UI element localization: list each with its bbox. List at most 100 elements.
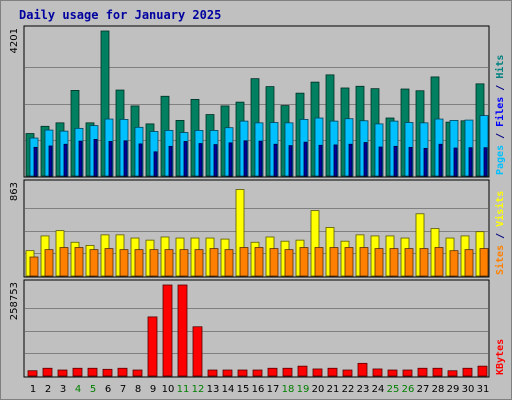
bar-files xyxy=(348,143,353,177)
bar-sites xyxy=(329,247,339,277)
chart-title: Daily usage for January 2025 xyxy=(19,8,221,22)
bar-kbytes xyxy=(42,367,53,377)
bar-sites xyxy=(434,247,444,277)
bar-sites xyxy=(254,247,264,277)
day-label: 5 xyxy=(90,384,96,395)
bar-sites xyxy=(104,248,114,277)
bar-sites xyxy=(464,249,474,277)
day-label: 31 xyxy=(477,384,490,395)
bar-files xyxy=(273,143,278,177)
bar-files xyxy=(48,145,53,177)
day-label: 7 xyxy=(120,384,126,395)
panel-kbytes: 258753 KBytes xyxy=(9,279,506,378)
bar-kbytes xyxy=(297,365,308,377)
day-label: 2 xyxy=(45,384,51,395)
bar-sites xyxy=(359,247,369,277)
day-label: 12 xyxy=(192,384,205,395)
day-label: 6 xyxy=(105,384,111,395)
chart-panels: 4201 Pages / Files / Hits 863 Sites / Visit… xyxy=(9,25,506,378)
day-label: 14 xyxy=(222,384,235,395)
bar-kbytes xyxy=(162,284,173,377)
bar-files xyxy=(378,146,383,177)
legend-label: Sites xyxy=(494,245,506,275)
day-label: 18 xyxy=(282,384,295,395)
bar-kbytes xyxy=(147,316,158,377)
day-axis: 1 2 3 4 5 6 7 8 9 10 11 12 13 14 15 16 17 18 19 20 21 22 23 24 2… xyxy=(30,384,490,395)
bar-sites xyxy=(194,249,204,277)
bar-files xyxy=(153,151,158,177)
bar-kbytes xyxy=(462,367,473,377)
bar-kbytes xyxy=(417,367,428,377)
bar-sites xyxy=(299,247,309,277)
bar-sites xyxy=(149,249,159,277)
bar-kbytes xyxy=(177,284,188,377)
bar-sites xyxy=(119,249,129,277)
bar-files xyxy=(408,146,413,177)
bar-kbytes xyxy=(447,370,458,377)
bar-files xyxy=(213,144,218,177)
bar-kbytes xyxy=(402,369,413,377)
bar-sites xyxy=(269,248,279,277)
bar-sites xyxy=(224,249,234,277)
day-label: 4 xyxy=(75,384,81,395)
bar-files xyxy=(318,144,323,177)
bar-sites xyxy=(479,248,489,277)
bar-files xyxy=(468,147,473,177)
day-label: 10 xyxy=(162,384,175,395)
day-label: 23 xyxy=(357,384,370,395)
bar-sites xyxy=(314,247,324,277)
bar-sites xyxy=(389,248,399,277)
bar-kbytes xyxy=(312,368,323,377)
bar-kbytes xyxy=(27,370,38,377)
bar-files xyxy=(93,139,98,177)
panel-hits-files-pages: 4201 Pages / Files / Hits xyxy=(9,25,506,178)
panel-frame xyxy=(23,279,490,378)
bar-sites xyxy=(404,248,414,277)
bar-kbytes xyxy=(372,368,383,377)
legend-label: Files xyxy=(494,97,506,127)
legend-label: / xyxy=(495,227,506,245)
bar-kbytes xyxy=(342,369,353,377)
legend-label: / xyxy=(495,79,506,97)
bar-sites xyxy=(59,247,69,277)
legend-label: Pages xyxy=(495,145,506,175)
day-label: 17 xyxy=(267,384,280,395)
bar-sites xyxy=(134,249,144,277)
bar-files xyxy=(333,144,338,177)
day-label: 9 xyxy=(150,384,156,395)
day-label: 3 xyxy=(60,384,66,395)
bar-files xyxy=(303,141,308,177)
day-label: 28 xyxy=(432,384,445,395)
bar-kbytes xyxy=(132,369,143,377)
bar-sites xyxy=(284,249,294,277)
bar-files xyxy=(108,141,113,177)
bar-kbytes xyxy=(267,367,278,377)
bar-kbytes xyxy=(357,362,368,377)
bar-sites xyxy=(209,248,219,277)
day-label: 27 xyxy=(417,384,430,395)
day-label: 22 xyxy=(342,384,355,395)
bar-kbytes xyxy=(207,369,218,377)
bar-files xyxy=(363,142,368,177)
day-label: 11 xyxy=(177,384,190,395)
day-label: 20 xyxy=(312,384,325,395)
bar-sites xyxy=(239,247,249,277)
bar-sites xyxy=(179,249,189,277)
bar-files xyxy=(288,145,293,177)
legend-label: Visits xyxy=(494,191,506,227)
legend-label: / xyxy=(495,127,506,145)
bar-sites xyxy=(419,248,429,277)
bar-kbytes xyxy=(117,367,128,377)
bar-files xyxy=(453,147,458,177)
day-label: 29 xyxy=(447,384,460,395)
bar-kbytes xyxy=(432,367,443,377)
bar-kbytes xyxy=(282,367,293,377)
bar-kbytes xyxy=(477,365,488,377)
bar-files xyxy=(168,145,173,177)
day-label: 8 xyxy=(135,384,141,395)
bar-sites xyxy=(374,248,384,277)
axis-max-label: 863 xyxy=(9,182,20,201)
bar-files xyxy=(138,143,143,177)
day-label: 24 xyxy=(372,384,385,395)
